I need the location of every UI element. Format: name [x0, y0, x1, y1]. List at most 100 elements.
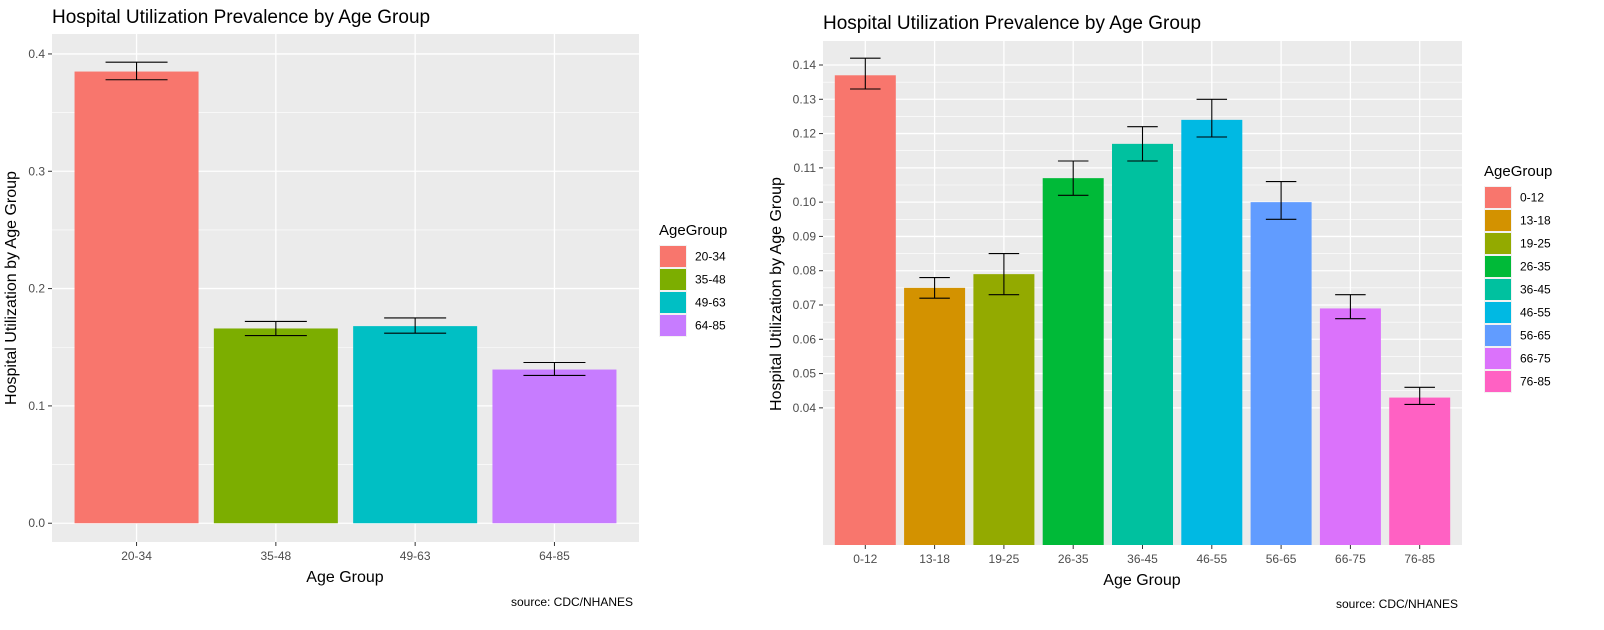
x-tick-label: 20-34	[121, 549, 152, 563]
y-tick-label: 0.11	[794, 161, 817, 175]
y-tick-label: 0.06	[793, 332, 817, 346]
bar-64-85	[492, 369, 617, 524]
legend-swatch	[1485, 325, 1511, 346]
legend-swatch	[1485, 279, 1511, 300]
y-tick-label: 0.4	[28, 47, 45, 61]
chart-title: Hospital Utilization Prevalence by Age G…	[52, 7, 430, 28]
legend-items: 20-34 35-48 49-63 64-85	[659, 245, 726, 337]
legend-title: AgeGroup	[1484, 163, 1552, 180]
y-tick-label: 0.0	[28, 516, 45, 530]
x-tick-label: 35-48	[260, 549, 291, 563]
y-axis-ticks: 0.0 0.1 0.2 0.3 0.4	[28, 47, 52, 530]
legend-swatch	[660, 315, 686, 336]
legend-label: 66-75	[1520, 352, 1551, 366]
legend-swatch	[1485, 348, 1511, 369]
bar-49-63	[353, 326, 478, 524]
x-tick-label: 46-55	[1196, 552, 1227, 566]
legend-title: AgeGroup	[659, 222, 727, 239]
legend-label: 26-35	[1520, 260, 1551, 274]
error-bar-0-12	[850, 57, 881, 90]
y-tick-label: 0.04	[793, 401, 817, 415]
legend-item-19-25: 19-25	[1484, 232, 1551, 255]
y-axis-title: Hospital Utilization by Age Group	[3, 171, 20, 405]
chart-left: Hospital Utilization Prevalence by Age G…	[3, 7, 727, 609]
bar-76-85	[1389, 397, 1451, 545]
error-bar-35-48	[244, 320, 307, 337]
y-tick-label: 0.07	[793, 298, 817, 312]
legend-item-26-35: 26-35	[1484, 255, 1551, 278]
legend-item-35-48: 35-48	[659, 268, 726, 291]
bar-13-18	[904, 287, 966, 545]
legend-swatch	[660, 269, 686, 290]
legend-item-76-85: 76-85	[1484, 370, 1551, 393]
source-caption: source: CDC/NHANES	[511, 595, 633, 609]
legend-swatch	[1485, 187, 1511, 208]
x-axis-ticks: 0-12 13-18 19-25 26-35 36-45 46-55 56-65 66-75 7…	[853, 545, 1435, 566]
legend-label: 76-85	[1520, 375, 1551, 389]
x-axis-ticks: 20-34 35-48 49-63 64-85	[121, 542, 570, 563]
legend-item-0-12: 0-12	[1484, 186, 1544, 209]
x-axis-title: Age Group	[306, 569, 383, 586]
legend-label: 35-48	[695, 273, 726, 287]
error-bar-20-34	[105, 61, 168, 81]
y-tick-label: 0.12	[793, 127, 817, 141]
x-tick-label: 64-85	[539, 549, 570, 563]
x-tick-label: 26-35	[1058, 552, 1089, 566]
legend-swatch	[1485, 210, 1511, 231]
legend-items: 0-12 13-18 19-25 26-35 36-45 46-55 56-65 66-75 7…	[1484, 186, 1551, 393]
x-tick-label: 76-85	[1404, 552, 1435, 566]
x-tick-label: 66-75	[1335, 552, 1366, 566]
legend-label: 64-85	[695, 319, 726, 333]
y-tick-label: 0.3	[28, 164, 45, 178]
y-tick-label: 0.10	[793, 195, 817, 209]
legend-label: 36-45	[1520, 283, 1551, 297]
legend-label: 0-12	[1520, 191, 1544, 205]
legend-item-46-55: 46-55	[1484, 301, 1551, 324]
bar-56-65	[1250, 202, 1312, 545]
legend-item-20-34: 20-34	[659, 245, 726, 268]
bar-19-25	[973, 274, 1035, 545]
error-bar-64-85	[523, 361, 586, 376]
legend-swatch	[1485, 371, 1511, 392]
bar-46-55	[1181, 119, 1243, 545]
legend-label: 56-65	[1520, 329, 1551, 343]
legend-item-49-63: 49-63	[659, 291, 726, 314]
legend-swatch	[1485, 256, 1511, 277]
legend-swatch	[660, 292, 686, 313]
x-tick-label: 0-12	[853, 552, 877, 566]
error-bar-19-25	[988, 253, 1020, 296]
y-axis-title: Hospital Utilization by Age Group	[768, 177, 785, 411]
legend-item-36-45: 36-45	[1484, 278, 1551, 301]
error-bar-66-75	[1335, 294, 1366, 320]
error-bar-56-65	[1265, 181, 1297, 220]
legend-label: 13-18	[1520, 214, 1551, 228]
legend-swatch	[660, 246, 686, 267]
bar-26-35	[1042, 178, 1104, 545]
error-bar-46-55	[1196, 98, 1228, 138]
legend-item-64-85: 64-85	[659, 314, 726, 337]
chart-title: Hospital Utilization Prevalence by Age G…	[823, 13, 1201, 34]
bar-0-12	[834, 75, 896, 546]
x-tick-label: 19-25	[989, 552, 1020, 566]
y-tick-label: 0.14	[793, 58, 817, 72]
bar-66-75	[1319, 308, 1381, 545]
legend-label: 20-34	[695, 250, 726, 264]
legend-label: 49-63	[695, 296, 726, 310]
y-axis-ticks: 0.04 0.05 0.06 0.07 0.08 0.09 0.10 0.11 0.12 0.13…	[793, 58, 823, 415]
legend-item-56-65: 56-65	[1484, 324, 1551, 347]
legend-item-13-18: 13-18	[1484, 209, 1551, 232]
legend: AgeGroup 20-34 35-48 49-63 64-85	[659, 222, 727, 337]
error-bar-36-45	[1127, 126, 1158, 162]
legend-swatch	[1485, 233, 1511, 254]
x-tick-label: 56-65	[1266, 552, 1297, 566]
x-axis-title: Age Group	[1103, 572, 1180, 589]
y-tick-label: 0.2	[28, 282, 45, 296]
source-caption: source: CDC/NHANES	[1336, 597, 1458, 611]
bar-35-48	[213, 328, 338, 524]
legend-item-66-75: 66-75	[1484, 347, 1551, 370]
x-tick-label: 36-45	[1127, 552, 1158, 566]
y-tick-label: 0.05	[793, 367, 817, 381]
legend-label: 19-25	[1520, 237, 1551, 251]
bars	[74, 71, 617, 524]
legend: AgeGroup 0-12 13-18 19-25 26-35 36-45 46-55 56…	[1484, 163, 1552, 393]
